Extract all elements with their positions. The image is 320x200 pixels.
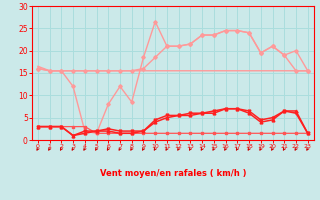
X-axis label: Vent moyen/en rafales ( km/h ): Vent moyen/en rafales ( km/h ) <box>100 169 246 178</box>
